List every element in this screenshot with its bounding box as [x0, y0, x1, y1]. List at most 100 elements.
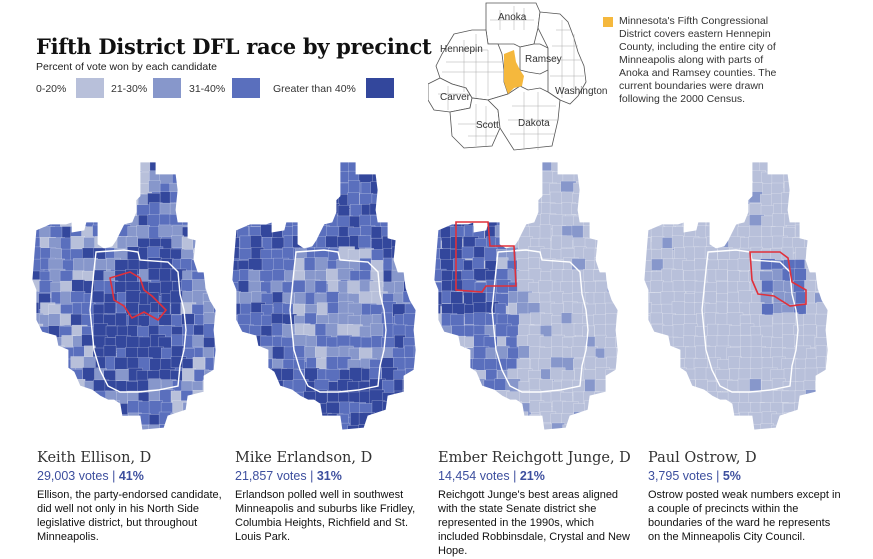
precinct — [72, 202, 86, 215]
precinct — [82, 390, 96, 407]
precinct — [392, 425, 405, 430]
precinct — [750, 357, 764, 370]
precinct — [148, 424, 163, 430]
precinct — [604, 169, 618, 185]
precinct — [683, 202, 697, 218]
precinct — [805, 169, 820, 185]
precinct — [380, 162, 395, 171]
precinct — [683, 422, 696, 430]
precinct — [453, 391, 469, 406]
precinct — [402, 379, 416, 391]
precinct — [293, 345, 305, 358]
precinct — [593, 423, 608, 430]
precinct — [606, 162, 618, 171]
precinct — [347, 425, 362, 430]
precinct — [49, 378, 66, 395]
precinct — [50, 422, 64, 430]
precinct — [651, 170, 666, 186]
precinct — [497, 194, 511, 209]
precinct — [213, 279, 216, 293]
precinct — [37, 391, 52, 405]
precinct — [213, 225, 216, 241]
precinct — [380, 312, 393, 325]
page-title: Fifth District DFL race by precinct — [36, 34, 432, 59]
city-boundary — [89, 249, 187, 393]
precinct — [49, 402, 65, 418]
precinct — [716, 169, 733, 183]
precinct — [781, 358, 798, 371]
precinct — [508, 183, 522, 196]
precinct — [413, 193, 416, 210]
precinct — [272, 202, 286, 218]
precinct — [347, 180, 361, 195]
precinct — [441, 214, 455, 228]
precinct — [59, 313, 73, 326]
precinct — [72, 400, 87, 415]
precinct — [82, 423, 99, 430]
city-boundary — [701, 249, 799, 393]
precinct — [803, 401, 819, 416]
precinct — [704, 192, 719, 206]
precinct — [272, 215, 285, 228]
precinct — [282, 411, 296, 427]
precinct — [506, 400, 522, 417]
precinct — [707, 323, 719, 337]
precinct — [104, 169, 120, 182]
precinct — [673, 205, 686, 221]
precinct — [205, 202, 216, 219]
precinct — [705, 180, 722, 196]
precinct — [92, 290, 105, 303]
precinct — [304, 182, 318, 197]
county-label-hennepin: Hennepin — [440, 44, 483, 55]
precinct — [727, 334, 742, 347]
precinct — [114, 170, 132, 185]
precinct — [527, 162, 543, 173]
precinct — [805, 424, 822, 430]
precinct — [696, 424, 712, 430]
precinct — [413, 391, 416, 404]
precinct — [60, 402, 74, 420]
precinct — [40, 357, 54, 372]
precinct — [673, 192, 686, 206]
precinct — [615, 213, 618, 230]
precinct — [472, 162, 488, 175]
legend-label-31-40: 31-40% — [189, 83, 226, 95]
precinct — [462, 203, 474, 216]
precinct — [650, 401, 666, 417]
precinct — [662, 381, 679, 395]
candidate-pct: 21% — [519, 469, 545, 483]
precinct — [213, 346, 216, 361]
precinct — [271, 182, 284, 196]
precinct — [805, 389, 819, 405]
precinct — [393, 192, 408, 209]
precinct — [660, 203, 673, 217]
precinct — [304, 193, 319, 208]
precinct — [103, 422, 117, 430]
precinct — [660, 192, 677, 208]
precinct — [662, 348, 674, 363]
precinct — [816, 367, 828, 384]
precinct — [415, 378, 416, 393]
precinct — [249, 325, 262, 337]
county-label-scott: Scott — [476, 120, 499, 131]
precinct — [483, 162, 499, 176]
precinct — [495, 181, 512, 194]
precinct — [660, 367, 678, 380]
precinct — [32, 162, 41, 175]
precinct — [604, 413, 617, 427]
precinct — [171, 422, 188, 430]
precinct — [272, 422, 285, 430]
precinct — [393, 413, 407, 428]
district-outline — [643, 161, 829, 431]
precinct — [816, 247, 828, 263]
precinct — [761, 279, 775, 294]
precinct — [717, 202, 730, 218]
candidate-votes: 3,795 votes — [648, 469, 713, 483]
precinct — [462, 191, 479, 208]
precinct — [238, 162, 253, 176]
precinct — [169, 214, 184, 227]
precinct — [303, 391, 317, 405]
precinct — [650, 345, 663, 359]
precinct — [518, 345, 530, 359]
precinct — [93, 323, 108, 338]
